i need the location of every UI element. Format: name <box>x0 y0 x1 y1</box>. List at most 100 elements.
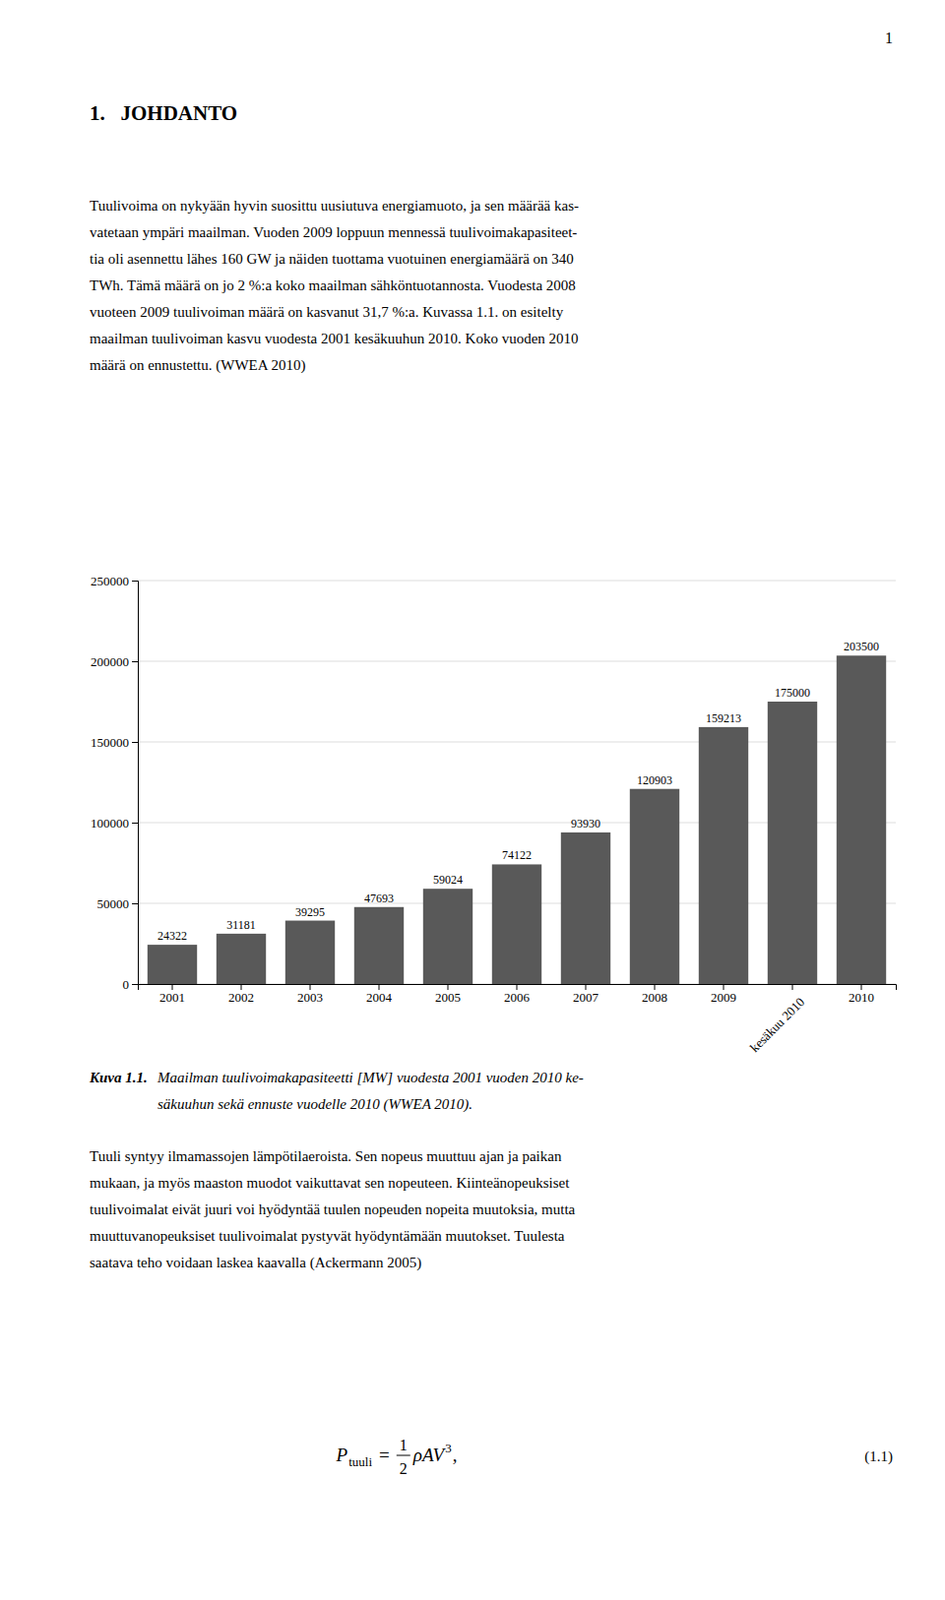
tick-mark <box>516 984 518 991</box>
tick: 250000 <box>90 573 138 589</box>
bar <box>561 832 611 985</box>
tick-label: 250000 <box>90 573 129 589</box>
tick: 100000 <box>90 816 138 831</box>
formula-part: , <box>452 1445 458 1466</box>
tick: 150000 <box>90 735 138 751</box>
formula-part: tuuli <box>348 1454 373 1470</box>
tick: 2001 <box>159 984 186 1006</box>
data-label: 175000 <box>774 686 811 700</box>
tick: 2009 <box>710 984 737 1006</box>
paragraph-line: muuttuvanopeuksiset tuulivoimalat pystyv… <box>89 1228 566 1245</box>
data-labels: 24322 31181 39295 47693 59024 74122 93930 12090… <box>157 639 880 944</box>
axis-line <box>131 581 139 986</box>
tick-label: 200000 <box>90 654 129 670</box>
bar <box>767 701 818 985</box>
formula-part: = <box>378 1445 390 1466</box>
tick-mark <box>792 984 794 991</box>
paragraph-line: maailman tuulivoiman kasvu vuodesta 2001… <box>89 330 579 347</box>
tick-label: 100000 <box>90 816 129 831</box>
data-label: 59024 <box>433 873 463 887</box>
paragraph-line: tuulivoimalat eivät juuri voi hyödyntää … <box>89 1201 576 1218</box>
tick-mark <box>310 984 312 991</box>
chart: 24322 31181 39295 47693 59024 74122 93930 12090… <box>90 573 897 1056</box>
paragraph-line: tia oli asennettu lähes 160 GW ja näiden… <box>89 251 574 267</box>
tick-mark <box>131 661 138 663</box>
tick-label: 2001 <box>159 990 186 1006</box>
data-label: 39295 <box>295 905 325 920</box>
tick: 2007 <box>572 984 600 1006</box>
bar <box>698 727 749 985</box>
bar <box>216 934 266 985</box>
tick-label: 2004 <box>366 990 393 1006</box>
bar <box>285 921 335 985</box>
tick-mark <box>131 903 138 905</box>
tick: 2002 <box>228 984 254 1006</box>
data-label: 47693 <box>364 891 394 906</box>
tick-mark <box>172 984 174 991</box>
tick: 2010 <box>848 984 875 1006</box>
data-label: 120903 <box>636 773 673 788</box>
tick: 2004 <box>366 984 393 1006</box>
caption-line: Maailman tuulivoimakapasiteetti [MW] vuo… <box>156 1070 584 1086</box>
tick-label: 2007 <box>572 990 600 1006</box>
tick-mark <box>585 984 587 991</box>
page-number: 1 <box>884 29 893 47</box>
chapter-title: 1. JOHDANTO <box>89 101 238 126</box>
paragraph-line: TWh. Tämä määrä on jo 2 %:a koko maailma… <box>89 277 576 294</box>
formula: Ptuuli=12ρAV3, <box>335 1437 458 1478</box>
y-axis: 0 50000 100000 150000 200000 250000 <box>90 573 139 993</box>
tick-mark <box>654 984 656 991</box>
page: 1 1. JOHDANTO Tuulivoima on nykyään hyvin … <box>0 0 945 1600</box>
bar <box>354 907 404 985</box>
formula-part: 3 <box>444 1441 452 1456</box>
tick: 50000 <box>97 896 139 912</box>
tick-label: 2005 <box>435 990 461 1006</box>
data-label: 159213 <box>705 711 742 726</box>
grid-line <box>137 580 896 582</box>
caption-label: Kuva 1.1. <box>88 1070 148 1086</box>
tick: 2008 <box>641 984 668 1006</box>
tick-label: 2002 <box>228 990 254 1006</box>
grid-line <box>137 661 896 663</box>
bar <box>836 655 886 985</box>
data-label: 24322 <box>157 929 188 944</box>
caption-line: säkuuhun sekä ennuste vuodelle 2010 (WWE… <box>157 1096 473 1114</box>
paragraph-line: määrä on ennustettu. (WWEA 2010) <box>89 357 307 375</box>
bar <box>147 945 197 985</box>
tick: 0 <box>123 977 139 993</box>
tick-mark <box>723 984 725 991</box>
tick-label: 50000 <box>97 896 130 912</box>
tick-label: 2008 <box>641 990 668 1006</box>
axis-line <box>138 985 897 992</box>
paragraph-line: vuoteen 2009 tuulivoiman määrä on kasvan… <box>89 304 565 320</box>
paragraph-line: Tuuli syntyy ilmamassojen lämpötilaerois… <box>89 1148 563 1165</box>
data-label: 31181 <box>226 918 256 933</box>
paragraph-line: saatava teho voidaan laskea kaavalla (Ac… <box>89 1255 422 1272</box>
tick-mark <box>241 984 243 991</box>
tick-mark <box>447 984 449 991</box>
tick-mark <box>131 822 138 824</box>
tick-label: 2006 <box>504 990 531 1006</box>
tick-mark <box>861 984 863 991</box>
bar <box>492 864 542 985</box>
tick-mark <box>378 984 380 991</box>
tick-label: 150000 <box>90 735 129 751</box>
tick-mark <box>131 742 138 744</box>
paragraph-line: Tuulivoima on nykyään hyvin suosittu uus… <box>89 197 579 214</box>
tick-label: kesäkuu 2010 <box>747 995 808 1056</box>
tick: 200000 <box>90 654 138 670</box>
paragraph-line: mukaan, ja myös maaston muodot vaikuttav… <box>89 1175 570 1192</box>
tick: kesäkuu 2010 <box>747 984 808 1056</box>
tick-label: 2010 <box>848 990 875 1006</box>
tick: 2006 <box>504 984 531 1006</box>
tick: 2005 <box>435 984 461 1006</box>
tick-mark <box>131 580 138 582</box>
fraction-bar <box>396 1455 411 1457</box>
formula-part: 2 <box>399 1460 408 1478</box>
data-label: 203500 <box>843 639 880 654</box>
tick-label: 2009 <box>710 990 737 1006</box>
tick-label: 0 <box>123 977 130 993</box>
paragraph-line: vatetaan ympäri maailman. Vuoden 2009 lo… <box>89 224 577 241</box>
data-label: 93930 <box>570 817 601 831</box>
data-label: 74122 <box>502 848 532 863</box>
